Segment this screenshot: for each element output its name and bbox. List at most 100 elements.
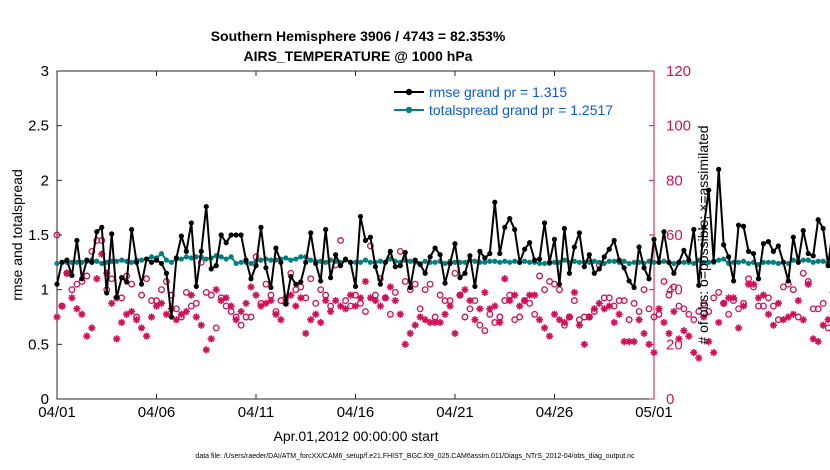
obs-assimilated-marker <box>247 283 255 291</box>
spread-point <box>487 258 493 264</box>
obs-assimilated-marker <box>605 302 613 310</box>
rmse-point <box>621 265 627 271</box>
obs-possible-marker <box>262 280 270 288</box>
rmse-point <box>59 259 65 265</box>
obs-possible-marker <box>541 286 548 294</box>
rmse-point <box>790 234 796 240</box>
spread-point <box>810 259 816 265</box>
rmse-point <box>656 259 662 265</box>
obs-assimilated-marker <box>471 316 479 324</box>
rmse-point <box>213 263 219 269</box>
rmse-point <box>606 246 612 252</box>
obs-assimilated-marker <box>769 321 777 329</box>
obs-possible-marker <box>362 308 369 315</box>
obs-assimilated-marker <box>540 324 549 332</box>
line-layer <box>54 166 830 320</box>
obs-possible-marker <box>426 280 434 288</box>
obs-possible-marker <box>690 316 698 324</box>
obs-possible-marker <box>620 297 628 305</box>
obs-assimilated-marker <box>381 294 389 302</box>
rmse-point <box>726 254 732 260</box>
spread-point <box>760 259 767 265</box>
obs-assimilated-marker <box>565 313 574 321</box>
spread-point <box>541 260 548 267</box>
rmse-point <box>168 314 175 320</box>
obs-assimilated-marker <box>416 313 424 321</box>
obs-assimilated-marker <box>272 310 280 318</box>
obs-assimilated-marker <box>312 310 320 318</box>
y-tick-label-right: 60 <box>666 227 683 244</box>
obs-possible-marker <box>158 286 165 294</box>
obs-assimilated-marker <box>685 332 693 340</box>
chart-title: Southern Hemisphere 3906 / 4743 = 82.353… <box>211 28 506 44</box>
obs-assimilated-marker <box>595 299 603 307</box>
obs-possible-marker <box>511 316 519 324</box>
rmse-point <box>507 216 513 222</box>
rmse-point <box>701 224 707 230</box>
obs-assimilated-marker <box>560 318 569 327</box>
obs-assimilated-marker <box>784 313 792 321</box>
spread-point <box>611 258 617 264</box>
rmse-point <box>631 284 637 291</box>
spread-point <box>114 258 120 264</box>
obs-assimilated-marker <box>93 275 101 283</box>
rmse-point <box>467 253 473 259</box>
spread-point <box>407 258 413 264</box>
obs-possible-marker <box>143 275 150 283</box>
obs-assimilated-marker <box>128 307 136 316</box>
rmse-point <box>447 260 453 267</box>
spread-point <box>472 258 478 264</box>
spread-point <box>507 259 513 265</box>
spread-point <box>651 259 657 265</box>
spread-point <box>422 258 428 264</box>
obs-assimilated-marker <box>162 310 171 318</box>
obs-assimilated-marker <box>192 313 200 321</box>
y-axis-label-right: # of obs: o=possible; ×=assimilated <box>695 125 711 344</box>
spread-point <box>119 257 125 263</box>
obs-assimilated-marker <box>58 302 66 310</box>
obs-assimilated-marker <box>819 321 827 329</box>
spread-point <box>536 260 543 267</box>
obs-assimilated-marker <box>670 307 678 316</box>
obs-assimilated-marker <box>491 302 499 310</box>
obs-assimilated-marker <box>292 302 300 310</box>
y-tick-label: 2.5 <box>28 118 49 135</box>
rmse-point <box>666 259 672 265</box>
obs-assimilated-marker <box>511 291 519 299</box>
rmse-point <box>805 250 811 257</box>
rmse-point <box>382 259 388 265</box>
spread-point <box>482 259 488 265</box>
obs-assimilated-marker <box>366 294 375 302</box>
spread-point <box>377 258 383 264</box>
obs-assimilated-marker <box>336 302 345 310</box>
obs-assimilated-marker <box>356 294 365 302</box>
rmse-point <box>372 264 378 270</box>
obs-possible-marker <box>685 310 693 318</box>
rmse-point <box>646 276 652 282</box>
rmse-point <box>437 252 443 258</box>
obs-possible-marker <box>411 280 419 288</box>
rmse-point <box>775 243 781 249</box>
spread-point <box>745 260 752 267</box>
rmse-point <box>293 281 299 287</box>
spread-point <box>238 259 244 265</box>
obs-assimilated-marker <box>700 313 708 321</box>
rmse-point <box>148 259 155 265</box>
obs-possible-marker <box>247 313 255 321</box>
rmse-point <box>825 263 830 269</box>
obs-possible-marker <box>436 291 444 299</box>
obs-possible-marker <box>88 247 96 255</box>
rmse-point <box>716 166 722 172</box>
rmse-point <box>337 263 344 269</box>
spread-point <box>94 258 100 264</box>
rmse-point <box>352 283 359 289</box>
y-axis-label: rmse and totalspread <box>9 169 25 301</box>
rmse-point <box>780 259 786 265</box>
rmse-point <box>417 261 423 268</box>
spread-point <box>138 257 145 263</box>
spread-point <box>661 258 667 264</box>
obs-assimilated-marker <box>695 354 703 362</box>
spread-point <box>561 257 568 263</box>
spread-point <box>223 256 229 262</box>
obs-possible-marker <box>68 286 76 294</box>
